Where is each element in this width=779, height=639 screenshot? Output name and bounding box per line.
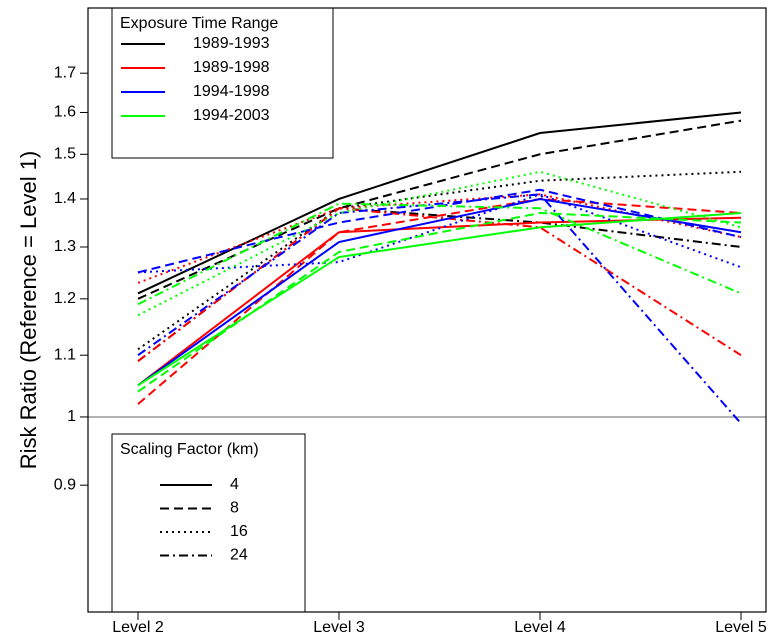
legend-box	[111, 433, 306, 613]
legend-label: 16	[230, 523, 248, 540]
series-line	[137, 207, 742, 362]
x-tick-label: Level 3	[313, 619, 365, 636]
legend-title: Exposure Time Range	[120, 15, 278, 32]
legend-label: 1989-1993	[193, 35, 270, 52]
series-line	[137, 202, 742, 306]
series-line	[137, 119, 742, 300]
legend-label: 24	[230, 547, 248, 564]
legend-label: 1994-2003	[193, 107, 270, 124]
y-tick-label: 1.7	[54, 64, 76, 81]
series-line	[137, 197, 742, 405]
plot-frame	[87, 7, 767, 613]
series-line	[137, 170, 742, 351]
series-line	[137, 197, 742, 387]
y-tick-label: 1.6	[54, 104, 76, 121]
series-line	[137, 212, 742, 393]
y-tick-label: 0.9	[54, 476, 76, 493]
series-line	[137, 193, 742, 425]
x-tick-label: Level 4	[514, 619, 566, 636]
legend-label: 1994-1998	[193, 83, 270, 100]
legend-box	[111, 7, 334, 159]
x-tick-label: Level 2	[112, 619, 164, 636]
legend-title: Scaling Factor (km)	[120, 441, 259, 458]
series-line	[137, 193, 742, 274]
y-tick-label: 1.4	[54, 190, 76, 207]
y-axis-label: Risk Ratio (Reference = Level 1)	[16, 151, 41, 470]
y-tick-label: 1.1	[54, 346, 76, 363]
y-tick-label: 1	[67, 408, 76, 425]
legend-label: 1989-1998	[193, 59, 270, 76]
y-tick-label: 1.3	[54, 238, 76, 255]
series-line	[137, 111, 742, 295]
series-line	[137, 212, 742, 387]
y-tick-label: 1.2	[54, 290, 76, 307]
legend-label: 4	[230, 476, 239, 493]
x-tick-label: Level 5	[715, 619, 767, 636]
series-line	[137, 170, 742, 317]
y-tick-label: 1.5	[54, 145, 76, 162]
legend-label: 8	[230, 500, 239, 517]
series-line	[137, 207, 742, 362]
